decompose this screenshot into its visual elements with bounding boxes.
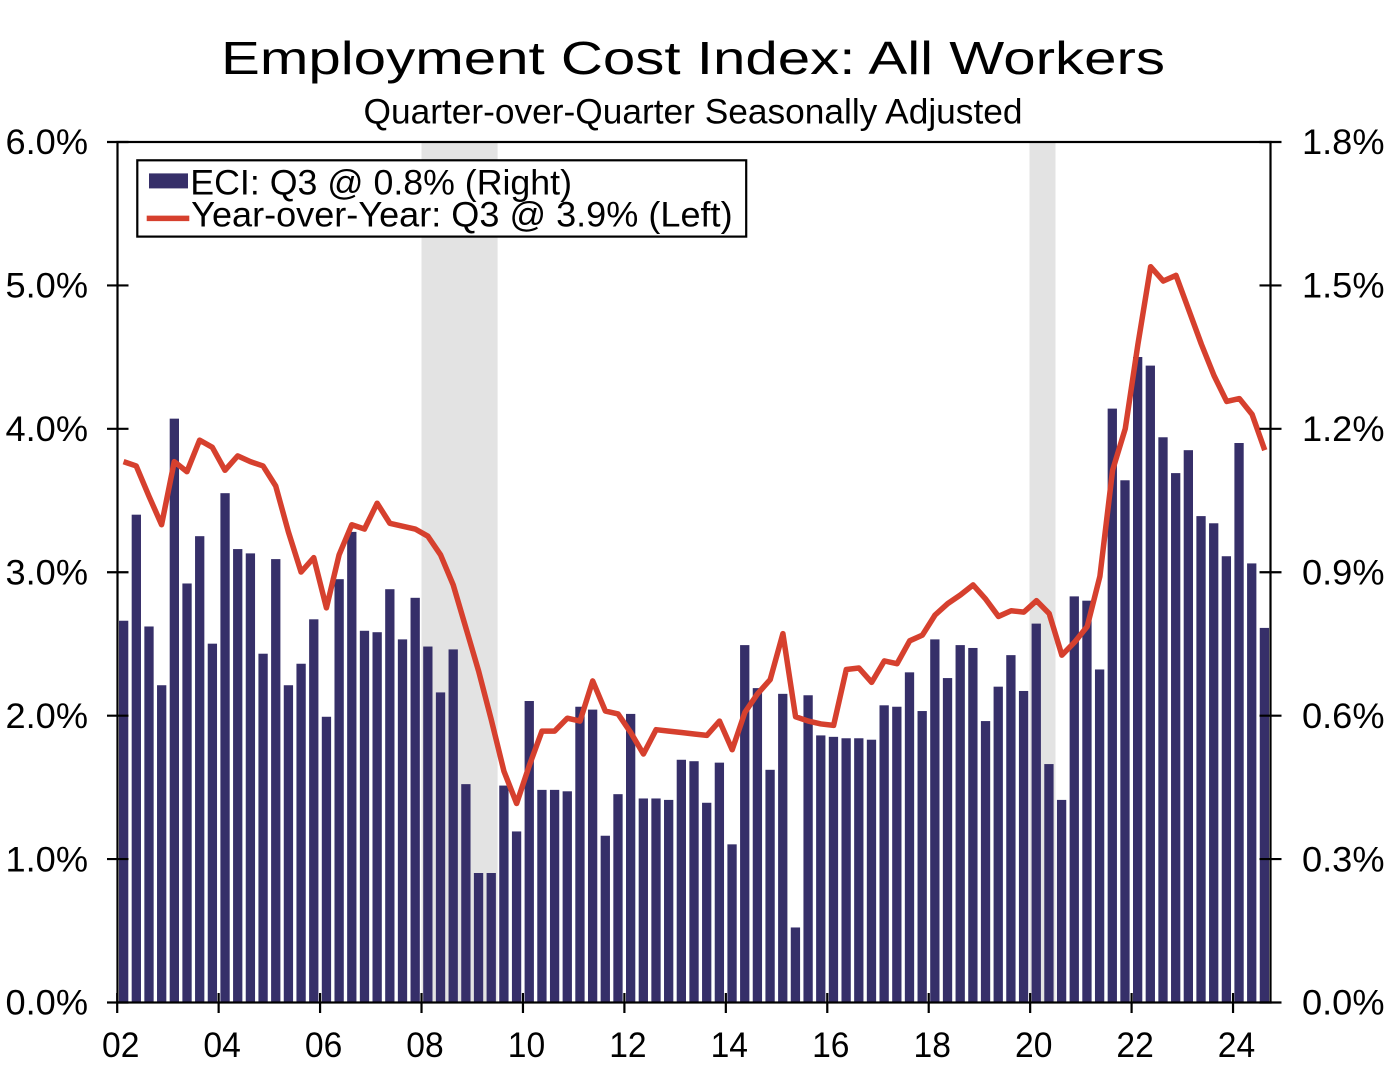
svg-text:06: 06 (305, 1026, 342, 1065)
svg-text:08: 08 (406, 1026, 443, 1065)
svg-text:ECI: Q3 @ 0.8% (Right): ECI: Q3 @ 0.8% (Right) (190, 164, 572, 203)
svg-text:02: 02 (102, 1026, 139, 1065)
svg-text:0.6%: 0.6% (1302, 697, 1385, 736)
svg-text:0.3%: 0.3% (1302, 840, 1385, 879)
svg-text:20: 20 (1015, 1026, 1052, 1065)
svg-text:4.0%: 4.0% (6, 410, 89, 449)
svg-text:Quarter-over-Quarter Seasonall: Quarter-over-Quarter Seasonally Adjusted (364, 92, 1023, 131)
svg-text:5.0%: 5.0% (6, 267, 89, 306)
svg-text:0.0%: 0.0% (1302, 984, 1385, 1023)
svg-text:1.5%: 1.5% (1302, 267, 1385, 306)
svg-text:2.0%: 2.0% (6, 697, 89, 736)
svg-text:1.8%: 1.8% (1302, 123, 1385, 162)
svg-text:0.0%: 0.0% (6, 984, 89, 1023)
svg-text:1.2%: 1.2% (1302, 410, 1385, 449)
svg-text:Employment Cost Index: All Wor: Employment Cost Index: All Workers (221, 32, 1165, 84)
svg-text:18: 18 (914, 1026, 951, 1065)
svg-text:0.9%: 0.9% (1302, 554, 1385, 593)
svg-text:22: 22 (1116, 1026, 1153, 1065)
svg-text:Year-over-Year: Q3 @ 3.9% (Lef: Year-over-Year: Q3 @ 3.9% (Left) (191, 195, 732, 234)
svg-text:10: 10 (508, 1026, 545, 1065)
svg-text:24: 24 (1218, 1026, 1255, 1065)
svg-text:12: 12 (609, 1026, 646, 1065)
svg-text:6.0%: 6.0% (6, 123, 89, 162)
svg-text:04: 04 (203, 1026, 240, 1065)
svg-text:1.0%: 1.0% (6, 840, 89, 879)
svg-text:3.0%: 3.0% (6, 554, 89, 593)
svg-text:16: 16 (812, 1026, 849, 1065)
svg-text:14: 14 (711, 1026, 748, 1065)
